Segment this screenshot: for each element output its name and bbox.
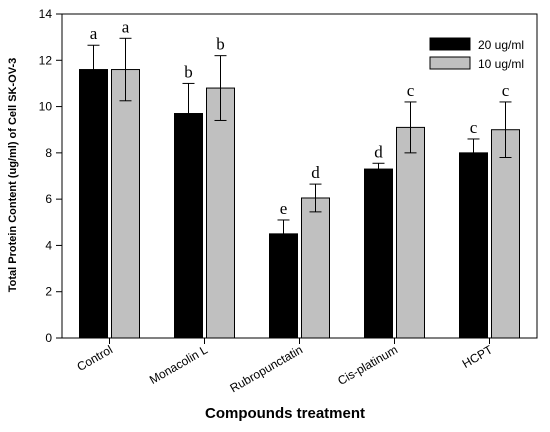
significance-letter: e (280, 199, 288, 218)
y-tick-label: 10 (39, 100, 53, 114)
bar (364, 168, 393, 339)
bar (174, 113, 203, 339)
y-tick-label: 14 (39, 7, 53, 21)
significance-letter: a (122, 17, 130, 36)
significance-letter: b (216, 35, 225, 54)
significance-letter: a (90, 24, 98, 43)
significance-letter: b (184, 62, 193, 81)
x-tick-label: Cis-platinum (335, 342, 400, 387)
y-tick-label: 0 (45, 331, 52, 345)
bar (459, 152, 488, 339)
bar (491, 129, 520, 339)
y-tick-label: 6 (45, 192, 52, 206)
significance-letter: d (374, 142, 383, 161)
significance-letter: c (407, 81, 415, 100)
x-axis: Control Monacolin L Rubropunctatin Cis-plat… (74, 338, 496, 395)
bar (269, 233, 298, 339)
bar (79, 69, 108, 339)
legend: 20 ug/ml 10 ug/ml (429, 37, 524, 71)
y-axis: 0 2 4 6 8 10 12 14 (39, 7, 62, 345)
y-tick-label: 8 (45, 146, 52, 160)
legend-swatch (429, 56, 471, 70)
legend-label: 20 ug/ml (478, 38, 524, 52)
x-tick-label: Monacolin L (147, 342, 210, 387)
bar (111, 69, 140, 339)
plot-area: a a b b e d d c c c (61, 13, 538, 339)
x-tick-label: HCPT (460, 342, 496, 371)
bar (206, 87, 235, 339)
y-tick-label: 4 (45, 238, 52, 252)
y-tick-label: 12 (39, 53, 53, 67)
significance-letter: d (311, 163, 320, 182)
legend-swatch (429, 37, 471, 51)
y-tick-label: 2 (45, 285, 52, 299)
x-tick-label: Rubropunctatin (228, 342, 305, 395)
bar (301, 197, 330, 339)
y-axis-title: Total Protein Content (ug/ml) of Cell SK… (7, 58, 19, 292)
significance-letter: c (470, 118, 478, 137)
x-tick-label: Control (74, 342, 115, 373)
x-axis-title: Compounds treatment (205, 405, 365, 422)
legend-label: 10 ug/ml (478, 57, 524, 71)
bar (396, 126, 425, 339)
significance-letter: c (502, 81, 510, 100)
